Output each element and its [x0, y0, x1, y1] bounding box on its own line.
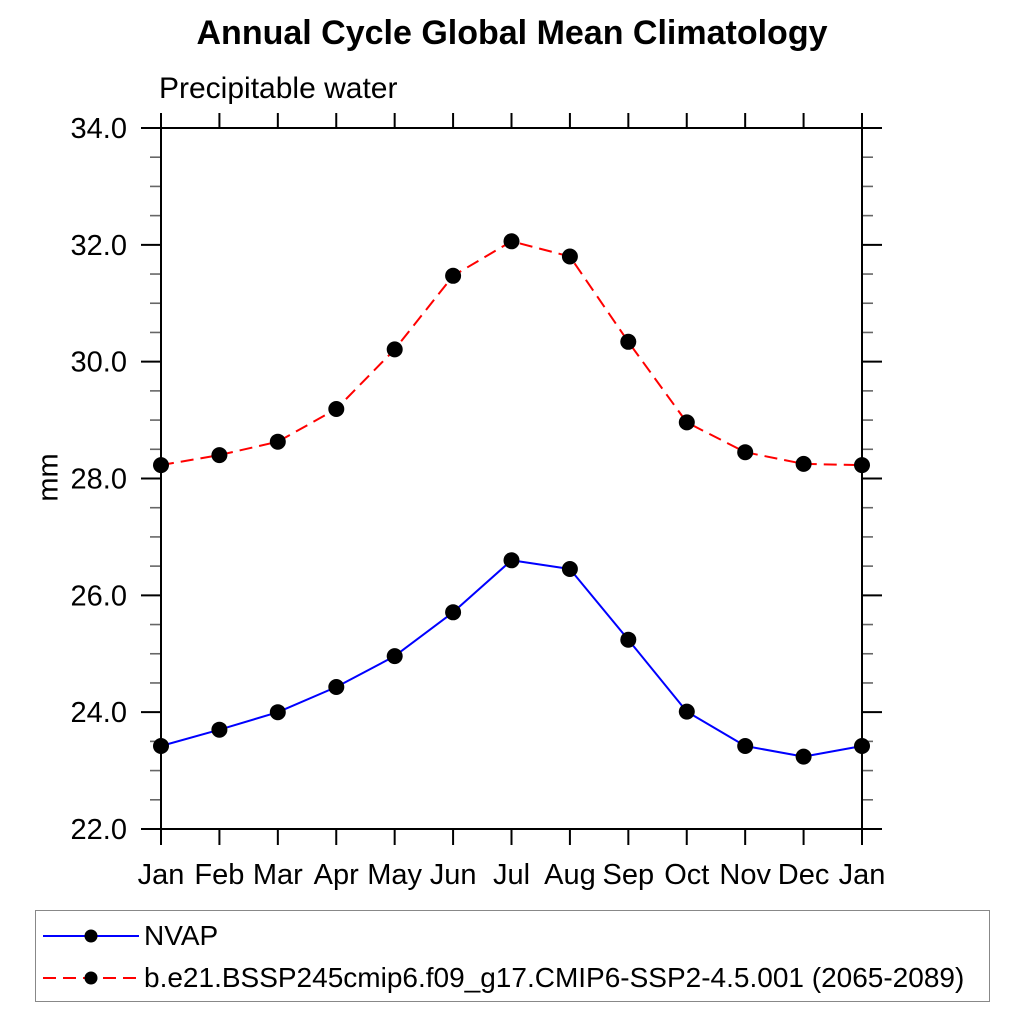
data-point-marker [386, 648, 403, 665]
data-point-marker [153, 738, 169, 754]
x-tick-label: Apr [314, 859, 359, 891]
x-tick-label: Dec [778, 859, 830, 891]
y-tick-label: 28.0 [71, 464, 127, 496]
legend-item-nvap: NVAP [41, 915, 985, 957]
data-point-marker [503, 233, 520, 250]
legend-item-model: b.e21.BSSP245cmip6.f09_g17.CMIP6-SSP2-4.… [41, 957, 985, 999]
legend-line-sample-1 [43, 971, 139, 985]
data-point-marker [854, 738, 870, 754]
data-point-marker [795, 748, 812, 765]
data-point-marker [678, 703, 695, 720]
plot-frame [160, 127, 863, 830]
data-point-marker [269, 433, 286, 450]
data-point-marker [737, 738, 754, 754]
series-line-1 [160, 240, 863, 467]
x-tick-label: Jul [493, 859, 530, 891]
data-point-marker [561, 561, 578, 577]
chart-title: Annual Cycle Global Mean Climatology [196, 14, 828, 52]
y-tick-label: 24.0 [71, 697, 127, 729]
x-tick-label: Feb [194, 859, 244, 891]
y-tick-label: 26.0 [71, 580, 127, 612]
series-line-0 [160, 559, 863, 758]
legend-label: b.e21.BSSP245cmip6.f09_g17.CMIP6-SSP2-4.… [144, 962, 965, 993]
legend-label: NVAP [144, 920, 219, 951]
data-point-marker [620, 333, 637, 350]
legend-line-sample-0 [43, 929, 139, 943]
data-point-marker [328, 679, 345, 695]
data-point-marker [328, 401, 345, 417]
data-point-marker [445, 267, 462, 284]
data-point-marker [386, 341, 403, 358]
legend-marker [84, 929, 98, 943]
y-tick-label: 34.0 [71, 113, 127, 145]
x-tick-label: Oct [664, 859, 709, 891]
data-point-marker [153, 457, 169, 474]
x-tick-label: Nov [719, 859, 771, 891]
data-point-marker [269, 704, 286, 721]
x-tick-label: Sep [603, 859, 655, 891]
x-tick-label: Aug [544, 859, 596, 891]
y-tick-label: 30.0 [71, 347, 127, 379]
x-tick-label: Jan [839, 859, 886, 891]
x-tick-label: Jan [138, 859, 185, 891]
legend-box: NVAP b.e21.BSSP245cmip6.f09_g17.CMIP6-SS… [35, 910, 990, 1002]
axis-ticks [141, 113, 882, 845]
data-point-marker [737, 444, 754, 461]
chart-subtitle: Precipitable water [159, 72, 398, 105]
y-tick-label: 22.0 [71, 814, 127, 846]
x-tick-label: May [367, 859, 422, 891]
x-tick-label: Jun [430, 859, 477, 891]
series-markers-0 [153, 552, 870, 765]
data-point-marker [211, 447, 228, 464]
data-point-marker [678, 414, 695, 431]
x-tick-label: Mar [253, 859, 303, 891]
data-point-marker [503, 552, 520, 569]
data-point-marker [795, 455, 812, 472]
series-markers-1 [153, 233, 870, 474]
y-tick-label: 32.0 [71, 230, 127, 262]
data-point-marker [854, 457, 870, 474]
data-point-marker [211, 721, 228, 738]
data-point-marker [561, 248, 578, 265]
axis-tick-labels: 22.0 24.0 26.0 28.0 30.0 32.0 34.0 Jan Feb Mar Apr… [71, 113, 886, 891]
data-point-marker [445, 604, 462, 621]
data-point-marker [620, 631, 637, 648]
legend-marker [84, 971, 98, 985]
